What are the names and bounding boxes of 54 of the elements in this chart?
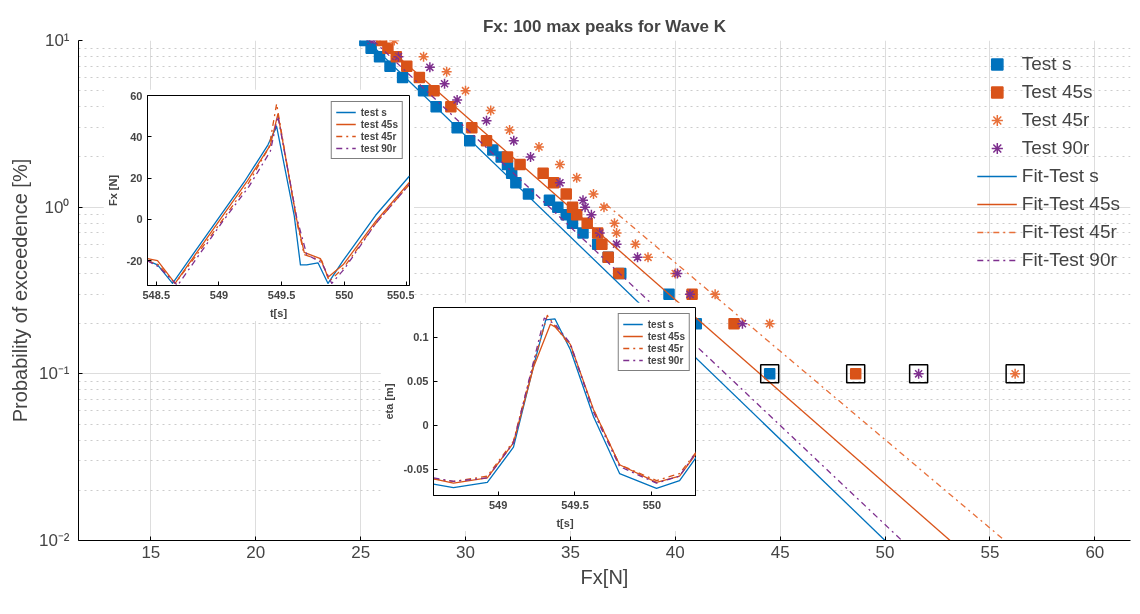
y-tick-label: 10⁻¹ xyxy=(38,364,70,384)
legend-label: test 45s xyxy=(360,118,398,130)
x-tick-label: 550 xyxy=(642,498,662,511)
y-axis-title: Fx [N] xyxy=(106,174,119,207)
legend-label: Fit-Test 45s xyxy=(1021,192,1120,216)
y-tick-label: 20 xyxy=(130,172,143,185)
x-tick-label: 45 xyxy=(770,542,790,562)
x-tick-label: 60 xyxy=(1085,542,1105,562)
y-tick-label: 60 xyxy=(130,89,143,102)
x-tick-label: 20 xyxy=(246,542,266,562)
x-tick-label: 548.5 xyxy=(142,288,171,301)
legend-label: Fit-Test s xyxy=(1021,164,1099,188)
y-tick-label: 0 xyxy=(136,213,143,226)
x-tick-label: 40 xyxy=(665,542,685,562)
chart-title: Fx: 100 max peaks for Wave K xyxy=(482,16,727,36)
x-tick-label: 30 xyxy=(456,542,475,562)
y-tick-label: 10⁻² xyxy=(38,531,70,550)
legend-label: Test 45s xyxy=(1021,80,1093,104)
x-axis-title: Fx[N] xyxy=(580,565,629,588)
legend-label: test 45r xyxy=(360,130,397,142)
legend-label: Fit-Test 45r xyxy=(1021,220,1117,244)
y-axis-title: Probability of exceedence [%] xyxy=(8,158,31,423)
x-tick-label: 35 xyxy=(560,542,580,562)
x-tick-label: 550.5 xyxy=(386,288,415,301)
x-tick-label: 549.5 xyxy=(561,498,589,511)
y-tick-label: 0.1 xyxy=(413,331,429,344)
legend-label: test 90r xyxy=(647,354,684,366)
legend-label: test s xyxy=(647,318,674,330)
y-tick-label: -20 xyxy=(126,254,143,267)
y-tick-label: -0.05 xyxy=(403,463,429,476)
x-tick-label: 549 xyxy=(488,498,508,511)
legend-label: Test 90r xyxy=(1021,136,1090,160)
x-tick-label: 550 xyxy=(335,288,354,301)
legend-label: test s xyxy=(360,106,387,118)
x-tick-label: 549 xyxy=(209,288,229,301)
legend-label: test 90r xyxy=(360,142,397,154)
y-tick-label: 40 xyxy=(130,130,143,143)
x-tick-label: 55 xyxy=(980,542,1000,562)
y-tick-label: 10¹ xyxy=(44,31,70,50)
legend-label: Test s xyxy=(1021,52,1072,76)
legend-label: test 45r xyxy=(647,342,684,354)
legend-label: Fit-Test 90r xyxy=(1021,248,1117,272)
x-tick-label: 25 xyxy=(351,542,371,562)
x-axis-title: t[s] xyxy=(269,306,288,319)
y-axis-title: eta [m] xyxy=(383,383,396,420)
y-tick-label: 10⁰ xyxy=(44,197,70,217)
x-tick-label: 50 xyxy=(875,542,895,562)
legend-label: test 45s xyxy=(647,330,685,342)
x-tick-label: 15 xyxy=(141,542,161,562)
legend-label: Test 45r xyxy=(1021,108,1090,132)
x-axis-title: t[s] xyxy=(556,516,574,529)
y-tick-label: 0 xyxy=(422,419,429,432)
x-tick-label: 549.5 xyxy=(267,288,296,301)
y-tick-label: 0.05 xyxy=(407,375,429,388)
